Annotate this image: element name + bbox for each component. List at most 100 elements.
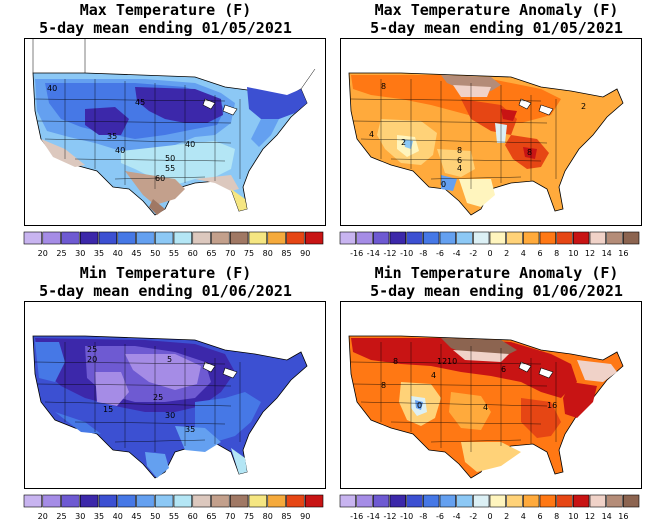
color-swatch <box>79 231 99 245</box>
color-swatch <box>606 494 623 508</box>
scale-tick-label: 16 <box>618 249 628 258</box>
scale-tick-label: 85 <box>281 512 291 521</box>
scale-tick-label: 55 <box>169 512 179 521</box>
scale-tick-label: -8 <box>419 512 427 521</box>
scale-tick-label: -6 <box>436 249 444 258</box>
color-swatch <box>523 231 540 245</box>
color-swatch <box>573 231 590 245</box>
scale-tick-label: 30 <box>75 512 85 521</box>
scale-tick-label: 35 <box>94 249 104 258</box>
color-swatch <box>61 231 80 245</box>
scale-tick-label: 6 <box>537 249 542 258</box>
color-scale-bar: 20 25 30 35 40 45 50 55 60 65 70 75 80 85 90 <box>23 494 324 521</box>
color-swatch <box>539 494 556 508</box>
color-swatch <box>42 494 61 508</box>
color-scale: -16 -14 -12 -10 -8 -6 -4 -2 0 2 4 6 8 10 12 14 16 <box>339 494 640 521</box>
panel-title: Max Temperature (F) <box>79 1 252 19</box>
color-swatch <box>589 494 606 508</box>
scale-tick-label: 40 <box>113 512 123 521</box>
scale-tick-label: 0 <box>487 249 492 258</box>
color-swatch <box>623 494 640 508</box>
color-swatch <box>506 494 523 508</box>
panel-min-temperature-anomaly: Min Temperature Anomaly (F) 5-day mean e… <box>331 263 662 526</box>
color-scale-bar: -16 -14 -12 -10 -8 -6 -4 -2 0 2 4 6 8 10 12 14 16 <box>339 231 640 258</box>
contour-label: 10 <box>447 357 457 366</box>
color-swatch <box>229 494 249 508</box>
scale-tick-label: 55 <box>169 249 179 258</box>
color-swatch <box>229 231 249 245</box>
color-swatch <box>573 494 590 508</box>
color-swatch <box>117 494 136 508</box>
contour-label: 60 <box>155 174 165 183</box>
contour-label: 2 <box>401 138 406 147</box>
color-swatch <box>406 231 423 245</box>
contour-label: 15 <box>103 405 113 414</box>
color-swatch <box>589 231 606 245</box>
scale-tick-label: 14 <box>602 512 612 521</box>
contour-label: 0 <box>417 401 422 410</box>
color-swatch <box>211 494 230 508</box>
scale-tick-label: 45 <box>131 512 141 521</box>
color-swatch <box>23 231 43 245</box>
scale-tick-label: 0 <box>487 512 492 521</box>
color-swatch <box>473 231 490 245</box>
panel-subtitle: 5-day mean ending 01/06/2021 <box>370 282 623 300</box>
panel-max-temperature: Max Temperature (F) 5-day mean ending 01… <box>0 0 331 263</box>
scale-tick-label: 50 <box>150 249 160 258</box>
scale-tick-label: 14 <box>602 249 612 258</box>
map-min-temperature: 25 20 5 15 25 30 35 <box>24 301 326 489</box>
color-swatch <box>117 231 136 245</box>
scale-tick-label: -8 <box>419 249 427 258</box>
scale-tick-label: -2 <box>469 249 477 258</box>
contour-label: 8 <box>381 381 386 390</box>
scale-tick-label: 90 <box>300 249 310 258</box>
scale-tick-label: 45 <box>131 249 141 258</box>
contour-label: 40 <box>47 84 57 93</box>
scale-tick-label: -12 <box>383 512 396 521</box>
color-swatch <box>423 494 440 508</box>
contour-label: 5 <box>167 355 172 364</box>
color-swatch <box>23 494 43 508</box>
scale-tick-label: 65 <box>206 249 216 258</box>
scale-tick-label: 2 <box>504 249 509 258</box>
scale-tick-label: 25 <box>56 249 66 258</box>
color-swatch <box>98 494 118 508</box>
color-swatch <box>489 231 506 245</box>
scale-tick-label: 60 <box>188 249 198 258</box>
color-scale: -16 -14 -12 -10 -8 -6 -4 -2 0 2 4 6 8 10 12 14 16 <box>339 231 640 258</box>
color-swatch <box>456 494 473 508</box>
panel-title: Min Temperature Anomaly (F) <box>374 264 619 282</box>
color-swatch <box>623 231 640 245</box>
color-swatch <box>211 231 230 245</box>
scale-tick-label: 40 <box>113 249 123 258</box>
contour-label: 12 <box>437 357 447 366</box>
color-swatch <box>489 494 506 508</box>
scale-tick-label: 70 <box>225 249 235 258</box>
contour-label: 4 <box>431 371 436 380</box>
color-swatch <box>606 231 623 245</box>
contour-label: 8 <box>457 146 462 155</box>
scale-tick-label: 4 <box>521 512 526 521</box>
scale-tick-label: -16 <box>350 512 363 521</box>
color-swatch <box>356 494 373 508</box>
color-swatch <box>173 494 193 508</box>
color-swatch <box>192 494 211 508</box>
color-swatch <box>136 494 155 508</box>
scale-tick-label: 8 <box>554 249 559 258</box>
color-swatch <box>556 231 573 245</box>
scale-tick-label: 75 <box>244 512 254 521</box>
color-scale: 20 25 30 35 40 45 50 55 60 65 70 75 80 85 90 <box>23 494 324 521</box>
contour-label: 40 <box>115 146 125 155</box>
color-swatch <box>456 231 473 245</box>
color-swatch <box>267 494 286 508</box>
contour-label: 35 <box>185 425 195 434</box>
scale-tick-label: -4 <box>453 512 461 521</box>
scale-tick-label: 75 <box>244 249 254 258</box>
color-swatch <box>192 231 211 245</box>
scale-tick-label: 6 <box>537 512 542 521</box>
contour-label: 4 <box>369 130 374 139</box>
panel-subtitle: 5-day mean ending 01/05/2021 <box>370 19 623 37</box>
map-min-temperature-anomaly: 8 12 10 6 8 4 0 4 16 <box>340 301 642 489</box>
scale-tick-label: 4 <box>521 249 526 258</box>
color-swatch <box>523 494 540 508</box>
